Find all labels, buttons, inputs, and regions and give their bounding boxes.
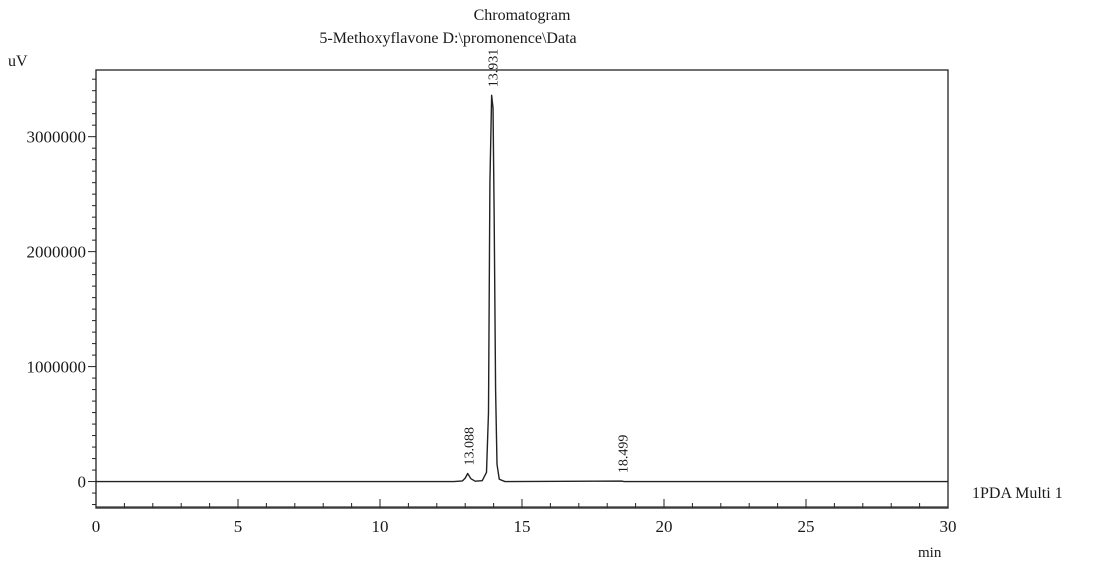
peak-label: 13.931 bbox=[487, 49, 502, 87]
x-tick-label: 10 bbox=[372, 517, 389, 536]
x-tick-label: 15 bbox=[514, 517, 531, 536]
peak-label: 18.499 bbox=[616, 435, 631, 474]
x-tick-label: 30 bbox=[940, 517, 957, 536]
x-axis-label: min bbox=[918, 545, 942, 561]
axes-layer: 0 5 10 15 20 25 30 0 1000000 2000000 3000000 bbox=[27, 69, 957, 536]
plot-frame bbox=[95, 69, 949, 509]
y-tick-label: 3000000 bbox=[27, 128, 87, 147]
y-tick-label: 1000000 bbox=[27, 358, 87, 377]
x-tick-label: 25 bbox=[798, 517, 815, 536]
y-tick-label: 0 bbox=[78, 473, 87, 492]
y-axis-label: uV bbox=[8, 53, 28, 70]
series-line bbox=[96, 94, 948, 483]
x-tick-label: 5 bbox=[234, 517, 243, 536]
legend-series-name: 1PDA Multi 1 bbox=[972, 485, 1063, 502]
peak-label: 13.088 bbox=[463, 427, 478, 466]
marks-layer: 13.088 13.931 18.499 bbox=[96, 49, 948, 508]
x-tick-label: 0 bbox=[92, 517, 101, 536]
y-tick-label: 2000000 bbox=[27, 243, 87, 262]
chart-subtitle: 5-Methoxyflavone D:\promonence\Data bbox=[319, 30, 576, 47]
chart-title: Chromatogram bbox=[474, 7, 571, 24]
x-tick-label: 20 bbox=[656, 517, 673, 536]
